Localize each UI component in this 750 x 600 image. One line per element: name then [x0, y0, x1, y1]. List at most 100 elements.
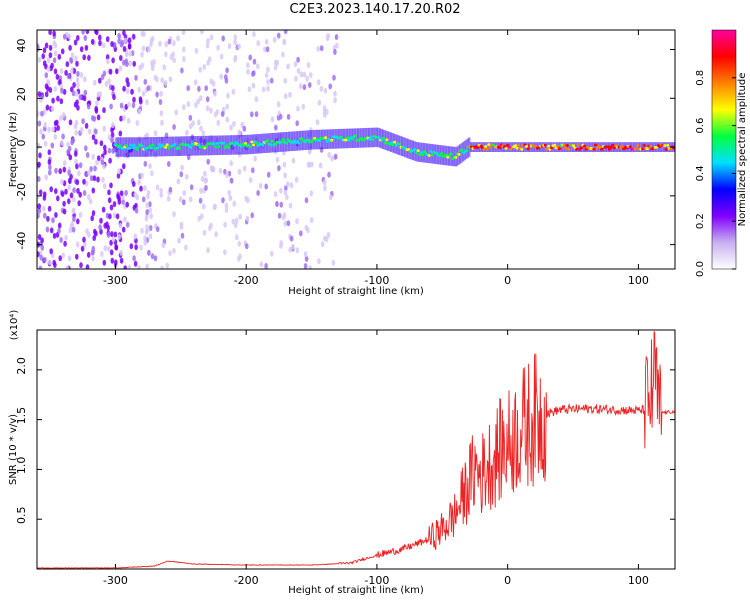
noise-mark: [233, 34, 238, 41]
noise-mark: [53, 120, 58, 127]
noise-mark: [57, 227, 61, 234]
noise-mark: [235, 234, 239, 241]
noise-mark: [67, 145, 72, 152]
noise-mark: [118, 65, 123, 72]
trace-band: [506, 142, 509, 152]
noise-mark: [149, 213, 153, 220]
trace-mark: [421, 153, 425, 157]
noise-mark: [67, 169, 71, 176]
trace-band: [383, 130, 386, 150]
noise-mark: [270, 250, 274, 257]
noise-mark: [78, 211, 83, 218]
noise-mark: [55, 73, 60, 80]
noise-mark: [121, 198, 125, 205]
trace-mark: [284, 141, 288, 145]
noise-mark: [296, 105, 300, 112]
noise-mark: [198, 197, 203, 204]
trace-band: [335, 129, 338, 149]
noise-mark: [56, 195, 60, 202]
noise-mark: [111, 85, 115, 92]
noise-mark: [108, 68, 113, 75]
noise-mark: [304, 255, 309, 262]
noise-mark: [299, 230, 303, 237]
noise-mark: [101, 42, 106, 49]
noise-mark: [225, 67, 229, 74]
noise-mark: [273, 191, 278, 198]
trace-mark: [648, 144, 653, 148]
noise-mark: [109, 182, 113, 189]
noise-mark: [246, 68, 250, 75]
trace-mark: [212, 142, 216, 146]
noise-mark: [172, 40, 176, 47]
noise-mark: [215, 109, 220, 115]
trace-band: [568, 142, 571, 152]
trace-band: [344, 128, 347, 149]
trace-mark: [339, 136, 343, 139]
noise-mark: [232, 120, 236, 127]
noise-mark: [44, 72, 49, 79]
trace-band: [299, 130, 301, 151]
noise-mark: [309, 72, 313, 79]
y-tick-label: -20: [15, 183, 28, 201]
trace-mark: [628, 145, 632, 149]
noise-mark: [223, 249, 227, 256]
trace-band: [245, 134, 248, 155]
noise-mark: [47, 159, 52, 166]
noise-mark: [118, 130, 123, 137]
trace-band: [272, 132, 275, 153]
trace-mark: [550, 146, 554, 150]
trace-mark: [576, 143, 580, 147]
noise-mark: [273, 59, 278, 66]
trace-band: [270, 133, 273, 153]
noise-mark: [71, 137, 75, 144]
noise-mark: [291, 157, 296, 164]
noise-mark: [58, 255, 62, 262]
trace-mark: [669, 147, 673, 151]
trace-band: [342, 128, 345, 149]
noise-mark: [91, 255, 95, 262]
noise-mark: [264, 72, 269, 79]
trace-mark: [251, 143, 256, 147]
noise-mark: [148, 163, 152, 170]
noise-mark: [71, 90, 76, 97]
trace-mark: [608, 147, 612, 151]
trace-mark: [385, 138, 389, 142]
noise-mark: [82, 54, 86, 61]
noise-mark: [98, 224, 102, 231]
trace-mark: [368, 137, 372, 141]
trace-band: [211, 135, 214, 156]
noise-mark: [333, 49, 337, 55]
trace-band: [209, 135, 212, 156]
noise-mark: [167, 161, 171, 167]
noise-mark: [128, 60, 132, 67]
trace-mark: [430, 153, 434, 157]
noise-mark: [60, 178, 64, 185]
trace-band: [531, 142, 534, 152]
noise-mark: [213, 90, 217, 97]
x-tick-label: -200: [234, 274, 259, 287]
noise-mark: [218, 167, 223, 174]
trace-band: [593, 142, 596, 152]
noise-mark: [132, 255, 136, 262]
noise-mark: [256, 40, 261, 47]
trace-band: [667, 142, 670, 152]
noise-mark: [71, 208, 76, 215]
noise-mark: [76, 187, 80, 194]
trace-band: [487, 142, 490, 152]
noise-mark: [46, 215, 50, 222]
trace-mark: [543, 143, 547, 147]
noise-mark: [105, 221, 109, 228]
noise-mark: [209, 107, 213, 114]
noise-mark: [109, 103, 113, 110]
noise-mark: [37, 212, 40, 219]
noise-mark: [166, 195, 171, 202]
trace-band: [380, 128, 383, 149]
noise-mark: [99, 228, 103, 235]
noise-mark: [231, 88, 236, 95]
noise-mark: [37, 56, 42, 63]
noise-mark: [82, 95, 87, 102]
noise-mark: [111, 141, 116, 148]
noise-mark: [79, 46, 84, 53]
noise-mark: [294, 176, 299, 183]
noise-mark: [74, 158, 78, 165]
